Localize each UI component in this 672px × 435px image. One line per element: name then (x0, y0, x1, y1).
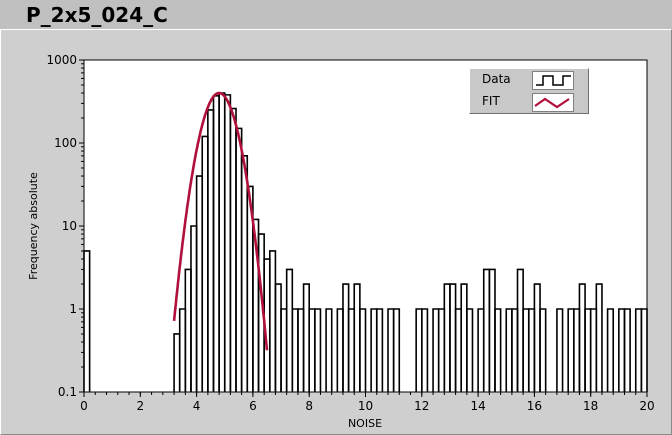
chart-legend: Data FIT (469, 68, 589, 114)
y-tick-label: 0.1 (58, 385, 77, 399)
y-tick-label: 1000 (46, 53, 77, 67)
data-bar (606, 308, 615, 392)
y-axis-label: Frequency absolute (27, 172, 40, 280)
data-bar (359, 308, 367, 392)
data-bar (494, 308, 502, 392)
fit-curve (172, 91, 269, 351)
x-tick-label: 12 (414, 399, 429, 413)
y-axis: 0.1 1 10 100 1000 (46, 53, 84, 399)
data-bar (375, 308, 384, 392)
y-tick-label: 10 (62, 219, 77, 233)
legend-label-fit: FIT (482, 94, 500, 108)
data-bar (556, 308, 564, 392)
data-bar (466, 308, 474, 392)
y-tick-label: 1 (69, 302, 77, 316)
data-bar (640, 308, 648, 392)
x-axis-label: NOISE (348, 417, 382, 430)
data-bar (392, 308, 401, 392)
data-bar (325, 308, 333, 392)
data-bar (623, 308, 631, 392)
x-tick-label: 4 (193, 399, 201, 413)
step-line-icon (532, 71, 574, 90)
x-axis: 0 2 4 6 8 10 12 14 16 18 20 (80, 392, 655, 413)
data-bar (421, 308, 429, 392)
x-tick-label: 2 (136, 399, 144, 413)
x-tick-label: 10 (358, 399, 373, 413)
x-tick-label: 20 (639, 399, 654, 413)
legend-item-data[interactable]: Data (470, 69, 588, 91)
series-data (83, 92, 648, 392)
x-tick-label: 0 (80, 399, 88, 413)
window-title: P_2x5_024_C (26, 3, 168, 27)
data-bar (314, 308, 322, 392)
x-tick-label: 8 (305, 399, 313, 413)
data-bar (595, 283, 603, 392)
series-fit (172, 91, 269, 351)
y-tick-label: 100 (54, 136, 77, 150)
x-tick-label: 16 (527, 399, 542, 413)
data-bar (539, 308, 547, 392)
x-tick-label: 6 (249, 399, 257, 413)
window-title-bar: P_2x5_024_C (0, 0, 672, 29)
x-tick-label: 14 (470, 399, 485, 413)
x-tick-label: 18 (583, 399, 598, 413)
legend-item-fit[interactable]: FIT (470, 91, 588, 113)
zigzag-line-icon (532, 93, 574, 112)
legend-label-data: Data (482, 72, 511, 86)
